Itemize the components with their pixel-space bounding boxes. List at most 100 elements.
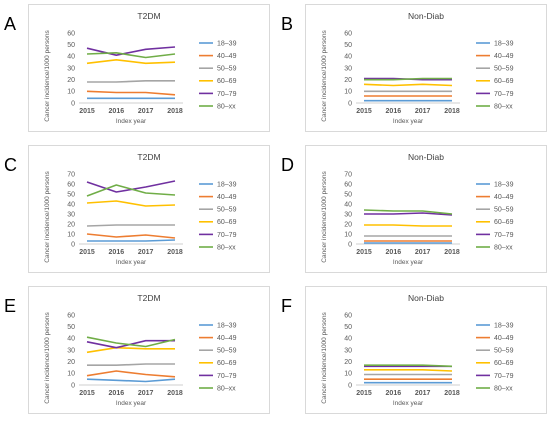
y-tick-label: 30	[67, 347, 75, 354]
x-tick-label: 2016	[386, 249, 402, 256]
panel-letter: A	[4, 14, 17, 34]
x-tick-label: 2018	[167, 249, 183, 256]
x-tick-label: 2017	[138, 390, 154, 397]
series-line	[364, 364, 453, 368]
legend-label: 18–39	[217, 40, 237, 47]
y-tick-label: 10	[67, 231, 75, 238]
legend-label: 60–69	[217, 360, 237, 367]
y-axis-title: Cancer incidence/1000 persons	[44, 312, 51, 404]
x-axis-title: Index year	[116, 118, 147, 125]
panel-letter: F	[281, 296, 292, 316]
legend-label: 50–59	[217, 348, 237, 355]
series-line	[86, 51, 176, 59]
y-tick-label: 50	[344, 42, 352, 49]
y-tick-label: 40	[67, 201, 75, 208]
x-tick-label: 2016	[386, 390, 402, 397]
x-tick-label: 2016	[109, 249, 125, 256]
series-line	[364, 212, 453, 216]
y-tick-label: 40	[344, 336, 352, 343]
series-line	[363, 209, 453, 215]
chart-frame: T2DM 0 10 20 30 40 50 60 2015 2016 2017 2018 Index y…	[28, 4, 270, 132]
y-tick-label: 60	[344, 181, 352, 188]
series-line	[86, 46, 176, 57]
line-chart: T2DM 0 10 20 30 40 50 60 70 2015 2016 2017 2018 Index…	[44, 152, 237, 266]
legend-label: 60–69	[494, 78, 514, 85]
y-tick-label: 50	[344, 324, 352, 331]
series-line	[86, 184, 176, 197]
y-axis-title: Cancer incidence/1000 persons	[321, 312, 328, 404]
legend-label: 70–79	[217, 91, 237, 98]
x-tick-label: 2017	[138, 108, 154, 115]
chart-title: Non-Diab	[408, 11, 444, 21]
y-tick-label: 60	[67, 312, 75, 319]
legend-label: 18–39	[217, 181, 237, 188]
series-line	[364, 224, 452, 227]
legend-label: 60–69	[494, 360, 514, 367]
x-tick-label: 2017	[138, 249, 154, 256]
x-tick-label: 2015	[356, 249, 372, 256]
legend-label: 60–69	[217, 219, 237, 226]
y-tick-label: 10	[344, 89, 352, 96]
series-line	[86, 90, 176, 96]
legend-label: 50–59	[217, 207, 237, 214]
y-tick-label: 0	[348, 382, 352, 389]
y-tick-label: 30	[344, 347, 352, 354]
legend-label: 50–59	[217, 66, 237, 73]
legend-label: 40–49	[217, 335, 237, 342]
chart-title: Non-Diab	[408, 293, 444, 303]
legend-label: 40–49	[217, 194, 237, 201]
line-chart: Non-Diab 0 10 20 30 40 50 60 2015 2016 2017 2018 Ind…	[321, 11, 514, 125]
series-line	[86, 370, 176, 378]
panel-a: A T2DM 0 10 20 30 40 50 60 2015 2016 2017 2018 Index…	[0, 0, 275, 140]
y-axis-title: Cancer incidence/1000 persons	[321, 30, 328, 122]
legend-label: 40–49	[494, 53, 514, 60]
series-line	[87, 363, 175, 366]
y-tick-label: 70	[344, 171, 352, 178]
legend-label: 70–79	[217, 373, 237, 380]
y-tick-label: 60	[67, 181, 75, 188]
chart-frame: Non-Diab 0 10 20 30 40 50 60 2015 2016 2017 2018 Ind…	[305, 286, 547, 414]
y-tick-label: 10	[67, 89, 75, 96]
y-tick-label: 20	[344, 77, 352, 84]
legend-label: 80–xx	[494, 244, 513, 251]
y-tick-label: 0	[71, 100, 75, 107]
panel-letter: B	[281, 14, 294, 34]
x-tick-label: 2018	[167, 390, 183, 397]
legend-label: 18–39	[217, 322, 237, 329]
x-tick-label: 2015	[356, 390, 372, 397]
x-axis-title: Index year	[393, 259, 424, 266]
legend-label: 70–79	[494, 373, 514, 380]
line-chart: T2DM 0 10 20 30 40 50 60 2015 2016 2017 2018 Index y…	[44, 11, 237, 125]
y-tick-label: 20	[67, 359, 75, 366]
legend-label: 70–79	[494, 232, 514, 239]
x-tick-label: 2015	[79, 108, 95, 115]
series-line	[86, 58, 176, 65]
x-tick-label: 2017	[415, 108, 431, 115]
y-tick-label: 10	[344, 371, 352, 378]
y-tick-label: 40	[344, 54, 352, 61]
line-chart: Non-Diab 0 10 20 30 40 50 60 2015 2016 2017 2018 Ind…	[321, 293, 514, 407]
y-tick-label: 40	[344, 201, 352, 208]
series-line	[87, 239, 176, 242]
x-tick-label: 2018	[167, 108, 183, 115]
y-tick-label: 60	[344, 312, 352, 319]
x-tick-label: 2016	[386, 108, 402, 115]
legend-label: 60–69	[494, 219, 514, 226]
legend-label: 80–xx	[494, 385, 513, 392]
y-tick-label: 20	[67, 77, 75, 84]
legend-label: 18–39	[494, 322, 514, 329]
legend-label: 18–39	[494, 40, 514, 47]
y-tick-label: 50	[67, 324, 75, 331]
legend-label: 50–59	[494, 66, 514, 73]
legend-label: 80–xx	[217, 244, 236, 251]
series-line	[86, 224, 175, 227]
x-tick-label: 2018	[444, 108, 460, 115]
x-tick-label: 2017	[415, 390, 431, 397]
legend-label: 50–59	[494, 348, 514, 355]
chart-frame: Non-Diab 0 10 20 30 40 50 60 70 2015 2016 2017 2018 I…	[305, 145, 547, 273]
y-tick-label: 40	[67, 54, 75, 61]
series-line	[86, 200, 176, 207]
series-line	[87, 80, 175, 83]
chart-title: Non-Diab	[408, 152, 444, 162]
